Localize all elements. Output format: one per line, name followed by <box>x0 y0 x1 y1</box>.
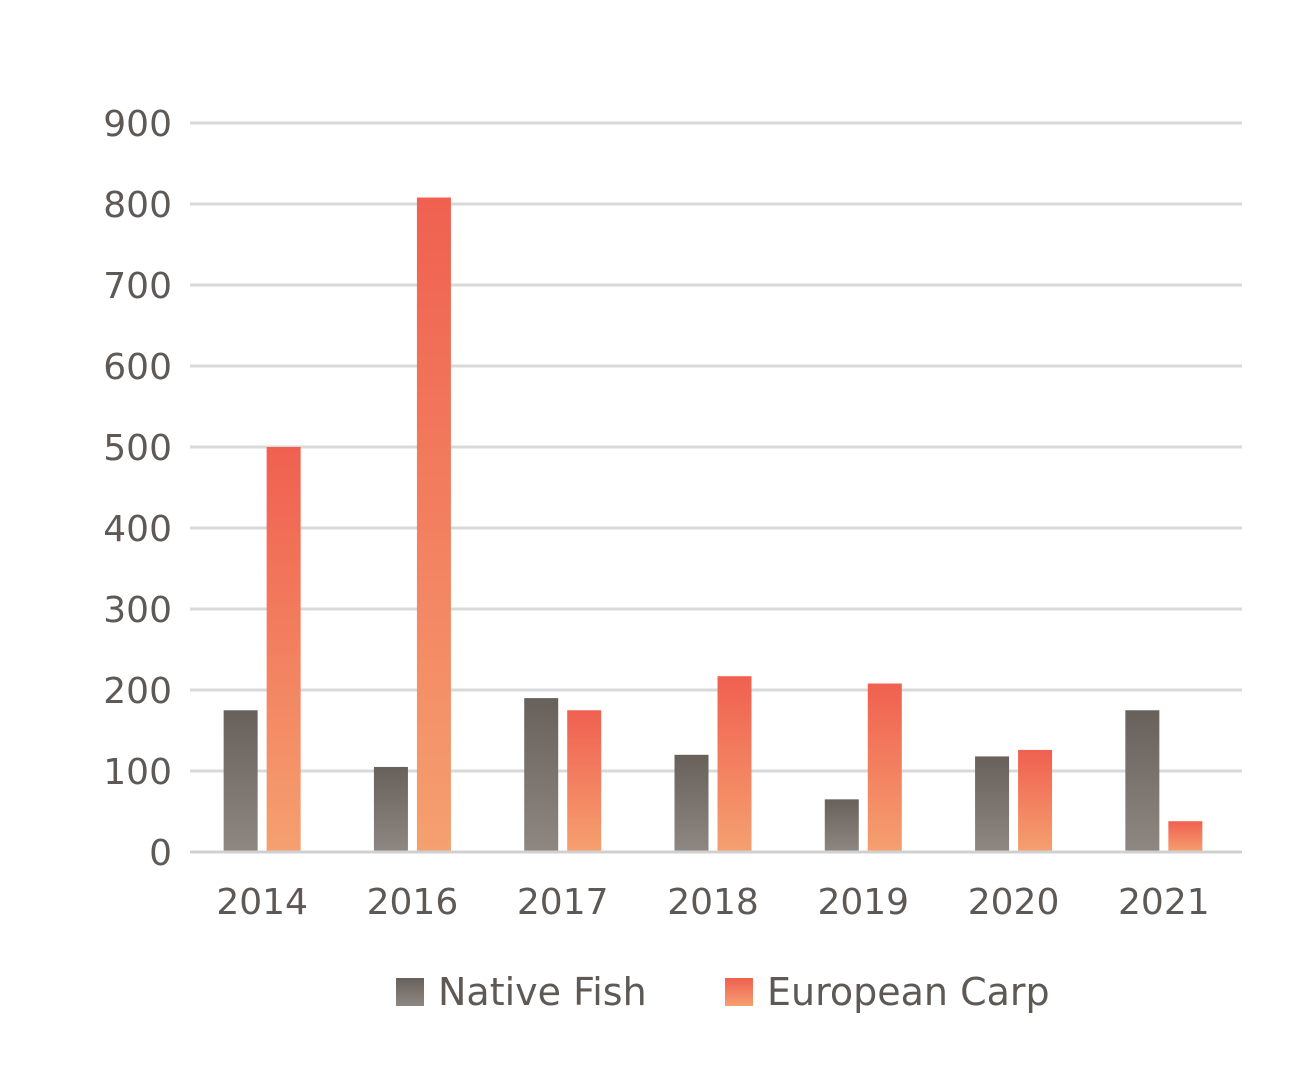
y-tick-label: 600 <box>103 347 172 388</box>
legend: Native Fish European Carp <box>396 970 1050 1014</box>
y-tick-label: 0 <box>149 833 172 874</box>
x-tick-label: 2020 <box>968 882 1060 923</box>
bar-native-fish-2017 <box>524 698 559 852</box>
x-tick-label: 2017 <box>517 882 609 923</box>
y-tick-label: 100 <box>103 752 172 793</box>
legend-label-native-fish: Native Fish <box>438 970 647 1014</box>
x-tick-label: 2021 <box>1118 882 1210 923</box>
y-tick-label: 800 <box>103 185 172 226</box>
legend-swatch-native-fish <box>396 978 424 1006</box>
bar-european-carp-2021 <box>1168 821 1203 852</box>
bars <box>223 197 1203 852</box>
bar-european-carp-2014 <box>266 447 301 852</box>
bar-native-fish-2016 <box>373 766 408 852</box>
bar-european-carp-2019 <box>867 683 902 852</box>
legend-label-european-carp: European Carp <box>767 970 1050 1014</box>
bar-european-carp-2016 <box>416 197 451 852</box>
y-tick-label: 200 <box>103 671 172 712</box>
y-tick-label: 900 <box>103 104 172 145</box>
bar-native-fish-2020 <box>975 756 1010 852</box>
y-tick-label: 700 <box>103 266 172 307</box>
bar-native-fish-2018 <box>674 754 709 852</box>
legend-swatch-european-carp <box>725 978 753 1006</box>
x-tick-label: 2019 <box>817 882 909 923</box>
x-axis-ticks: 2014 2016 2017 2018 2019 2020 2021 <box>216 882 1209 923</box>
y-tick-label: 400 <box>103 509 172 550</box>
bar-european-carp-2018 <box>717 676 752 852</box>
y-axis-ticks: 0 100 200 300 400 500 600 700 800 900 <box>103 104 172 874</box>
gridlines <box>190 121 1242 773</box>
y-tick-label: 500 <box>103 428 172 469</box>
x-tick-label: 2016 <box>367 882 459 923</box>
y-tick-label: 300 <box>103 590 172 631</box>
bar-native-fish-2019 <box>824 799 859 852</box>
bar-european-carp-2020 <box>1018 749 1053 852</box>
bar-european-carp-2017 <box>567 710 602 852</box>
bar-native-fish-2014 <box>223 710 258 852</box>
x-tick-label: 2018 <box>667 882 759 923</box>
bar-native-fish-2021 <box>1125 710 1160 852</box>
x-tick-label: 2014 <box>216 882 308 923</box>
